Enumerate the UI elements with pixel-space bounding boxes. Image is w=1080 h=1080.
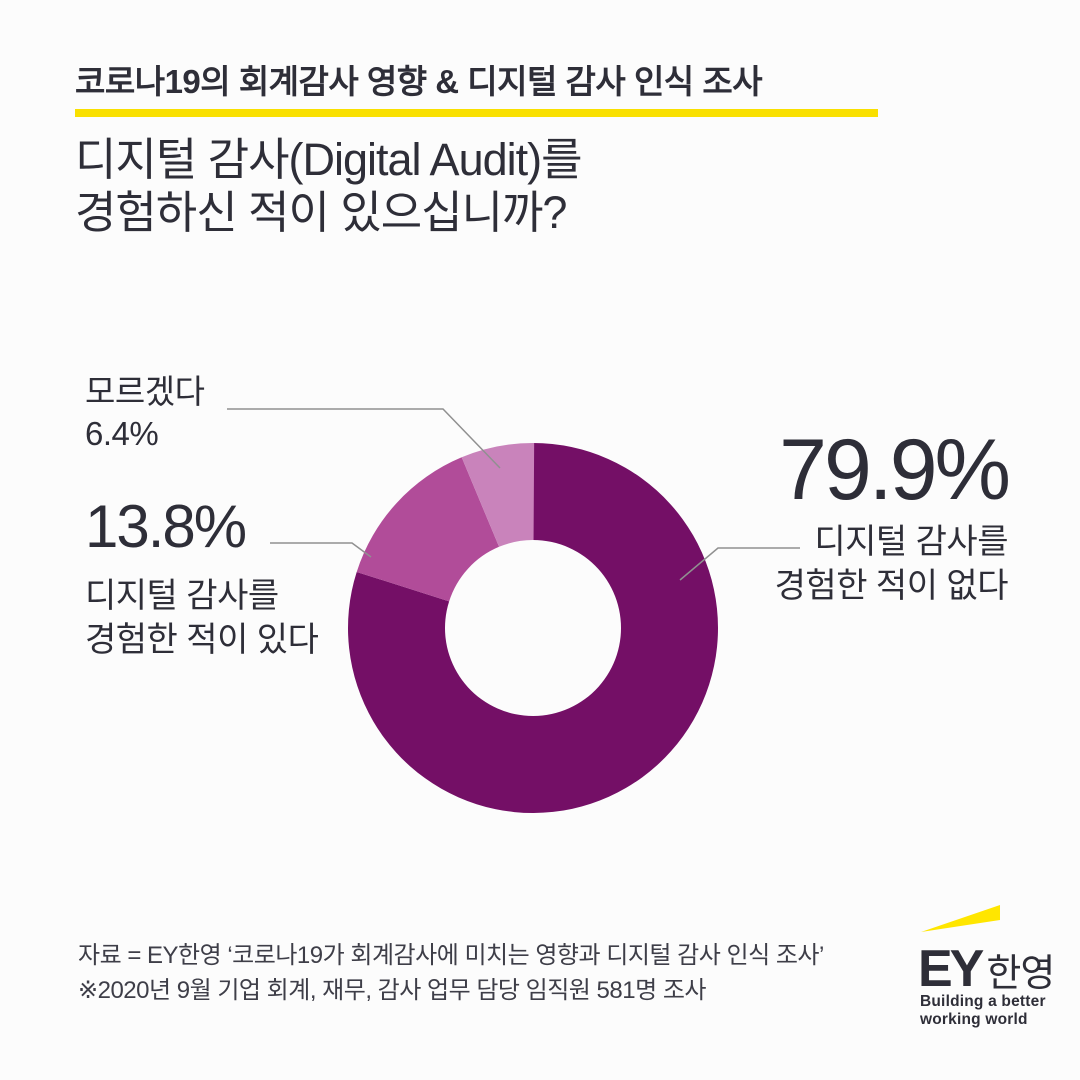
ey-tagline: Building a better working world <box>920 993 1046 1029</box>
callout-has-experience-line1: 디지털 감사를 <box>85 577 279 615</box>
ey-tagline-line2: working world <box>920 1011 1028 1028</box>
leader-line-2 <box>679 547 800 581</box>
ey-tagline-line1: Building a better <box>920 993 1046 1010</box>
yellow-underline <box>75 109 878 117</box>
donut-slice-1 <box>356 457 500 602</box>
callout-no-experience: 79.9% 디지털 감사를 경험한 적이 없다 <box>774 422 1011 608</box>
ey-brand-text: EY <box>918 940 984 998</box>
ey-brand-kr-text: 한영 <box>986 953 1055 995</box>
donut-slice-0 <box>348 443 719 813</box>
callout-dont-know-value: 6.4% <box>85 415 159 452</box>
callout-no-experience-line2: 경험한 적이 없다 <box>774 567 1009 605</box>
donut-slice-2 <box>461 442 535 547</box>
callout-no-experience-line1: 디지털 감사를 <box>814 523 1008 561</box>
callout-has-experience-value: 13.8% <box>85 493 247 560</box>
source-note-line1: 자료 = EY한영 ‘코로나19가 회계감사에 미치는 영향과 디지털 감사 인… <box>78 942 824 969</box>
callout-dont-know: 모르겠다 6.4% <box>85 371 205 455</box>
source-note-line2: ※2020년 9월 기업 회계, 재무, 감사 업무 담당 임직원 581명 조… <box>78 977 707 1004</box>
callout-no-experience-value: 79.9% <box>779 422 1011 518</box>
page-title-line2: 경험하신 적이 있으십니까? <box>75 187 567 238</box>
page-title: 디지털 감사(Digital Audit)를 경험하신 적이 있으십니까? <box>75 133 583 239</box>
leader-line-1 <box>270 542 372 558</box>
page-title-line1: 디지털 감사(Digital Audit)를 <box>75 134 583 185</box>
source-note: 자료 = EY한영 ‘코로나19가 회계감사에 미치는 영향과 디지털 감사 인… <box>78 938 824 1008</box>
callout-has-experience-line2: 경험한 적이 있다 <box>85 621 319 659</box>
survey-kicker: 코로나19의 회계감사 영향 & 디지털 감사 인식 조사 <box>75 63 763 100</box>
callout-has-experience: 13.8% 디지털 감사를 경험한 적이 있다 <box>85 493 319 662</box>
leader-line-0 <box>227 408 501 469</box>
callout-dont-know-label: 모르겠다 <box>85 373 205 410</box>
ey-beam-icon <box>921 905 1000 932</box>
ey-logo: EY 한영 Building a better working world <box>918 903 1058 1028</box>
